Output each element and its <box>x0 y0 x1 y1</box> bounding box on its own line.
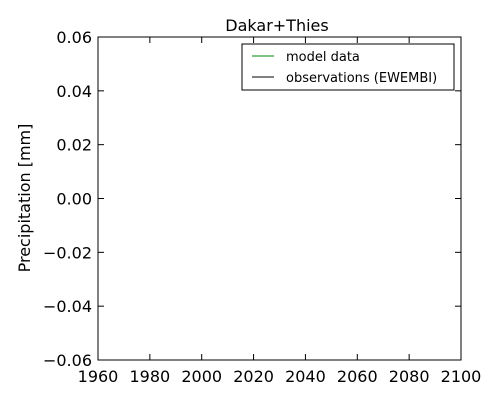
x-tick-label: 2000 <box>181 367 222 386</box>
y-tick-label: 0.04 <box>56 82 92 101</box>
x-tick-label: 1960 <box>78 367 119 386</box>
x-tick-label: 2080 <box>389 367 430 386</box>
y-tick-label: −0.06 <box>43 351 92 370</box>
legend-box <box>241 43 455 91</box>
y-axis-label: Precipitation [mm] <box>15 124 34 273</box>
x-tick-label: 2040 <box>285 367 326 386</box>
y-tick-label: −0.04 <box>43 297 92 316</box>
x-tick-label: 1980 <box>129 367 170 386</box>
x-tick-label: 2020 <box>233 367 274 386</box>
legend-label-observations: observations (EWEMBI) <box>286 71 437 86</box>
chart-title: Dakar+Thies <box>225 16 328 35</box>
x-tick-label: 2100 <box>441 367 482 386</box>
legend: model data observations (EWEMBI) <box>241 43 455 91</box>
x-tick-label: 2060 <box>337 367 378 386</box>
y-tick-label: 0.02 <box>56 136 92 155</box>
y-tick-label: 0.06 <box>56 28 92 47</box>
legend-label-model-data: model data <box>286 50 360 65</box>
axis-ticks: 1960 1980 2000 2020 2040 2060 2080 2100 0.06 0.04… <box>43 28 481 386</box>
y-tick-label: 0.00 <box>56 190 92 209</box>
y-tick-label: −0.02 <box>43 243 92 262</box>
